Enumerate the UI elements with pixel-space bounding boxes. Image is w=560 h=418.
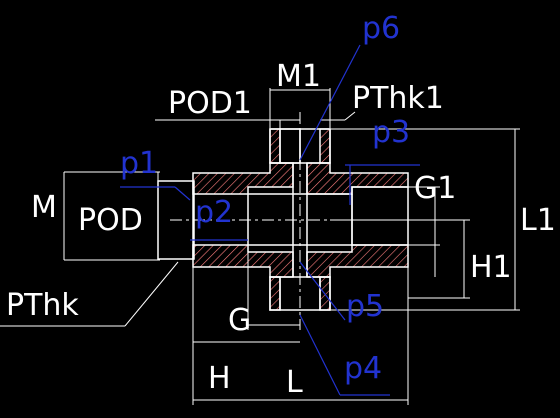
label-G1: G1	[414, 171, 456, 206]
label-H1: H1	[470, 250, 512, 285]
hatch-bottom-right	[306, 244, 409, 278]
fitting-outline	[157, 128, 409, 311]
label-POD: POD	[78, 203, 143, 238]
label-p3: p3	[372, 115, 410, 150]
label-p5: p5	[346, 289, 384, 324]
label-p1: p1	[120, 146, 158, 181]
label-H: H	[208, 361, 231, 396]
label-p4: p4	[344, 351, 382, 386]
label-M: M	[31, 190, 57, 225]
top-branch-bore	[279, 128, 301, 164]
hatch-top-right	[306, 162, 409, 195]
p6-leader	[299, 44, 361, 161]
label-L: L	[286, 365, 303, 400]
label-M1: M1	[276, 59, 321, 94]
label-p6: p6	[362, 11, 400, 46]
label-G: G	[228, 303, 251, 338]
label-PThk: PThk	[6, 288, 79, 323]
label-POD1: POD1	[168, 86, 252, 121]
right-socket	[351, 186, 409, 246]
dimension-lines	[0, 88, 520, 405]
hatch-bottom-left	[192, 244, 294, 278]
p5-leader	[299, 261, 346, 321]
hatch-top-branch-left	[269, 128, 281, 164]
point-leaders	[120, 44, 420, 396]
label-p2: p2	[195, 195, 233, 230]
label-PThk1: PThk1	[352, 81, 444, 116]
hatch-bottom-branch-left	[269, 276, 281, 311]
hatch-top-branch-right	[319, 128, 331, 164]
label-L1: L1	[520, 203, 556, 238]
p4-leader	[299, 314, 341, 396]
center-lines	[170, 112, 470, 330]
hatched-sections	[192, 128, 409, 311]
p1-leader-2	[174, 186, 191, 201]
hatch-top-left	[192, 162, 294, 195]
